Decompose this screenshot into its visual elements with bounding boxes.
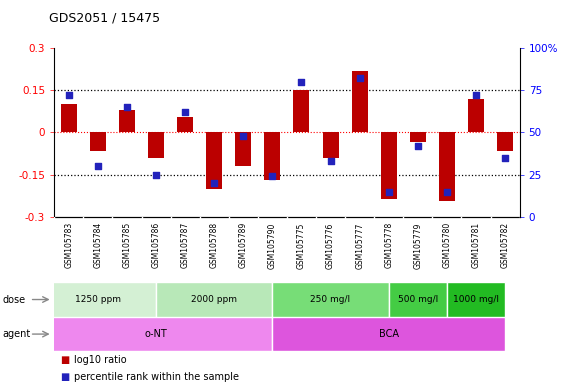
Text: 1250 ppm: 1250 ppm [75,295,121,304]
Bar [410,132,426,142]
Bar [381,132,397,199]
Text: GSM105778: GSM105778 [384,222,393,268]
Point [239,133,248,139]
Point [151,172,160,178]
Text: 500 mg/l: 500 mg/l [397,295,438,304]
Text: GSM105787: GSM105787 [180,222,190,268]
Text: 250 mg/l: 250 mg/l [311,295,351,304]
Point [472,92,481,98]
Text: dose: dose [3,295,26,305]
Text: 2000 ppm: 2000 ppm [191,295,237,304]
Text: GSM105788: GSM105788 [210,222,219,268]
Text: GSM105776: GSM105776 [326,222,335,268]
Point [210,180,219,186]
Text: agent: agent [3,329,31,339]
Text: GSM105789: GSM105789 [239,222,248,268]
Bar [293,90,309,132]
Text: GSM105775: GSM105775 [297,222,306,268]
Text: percentile rank within the sample: percentile rank within the sample [74,372,239,382]
Text: GSM105784: GSM105784 [94,222,102,268]
Text: GSM105779: GSM105779 [413,222,423,268]
Text: o-NT: o-NT [144,329,167,339]
Point [180,109,190,115]
Bar [439,132,455,202]
Bar [352,71,368,132]
Point [413,143,423,149]
Text: GSM105782: GSM105782 [501,222,509,268]
Bar [323,132,339,158]
Bar [40,282,156,317]
Bar [468,99,484,132]
Text: GSM105790: GSM105790 [268,222,277,268]
Text: log10 ratio: log10 ratio [74,355,127,365]
Bar [272,282,389,317]
Bar [497,132,513,151]
Bar [40,317,272,351]
Bar [389,282,447,317]
Point [122,104,131,110]
Point [326,158,335,164]
Text: GSM105786: GSM105786 [151,222,160,268]
Bar [148,132,164,158]
Point [64,92,73,98]
Bar [90,132,106,151]
Point [297,79,306,85]
Point [268,173,277,179]
Text: GDS2051 / 15475: GDS2051 / 15475 [49,12,160,25]
Text: BCA: BCA [379,329,399,339]
Point [501,155,510,161]
Text: ■: ■ [60,372,69,382]
Bar [156,282,272,317]
Bar [206,132,222,189]
Text: GSM105777: GSM105777 [355,222,364,268]
Bar [235,132,251,166]
Bar [119,110,135,132]
Text: 1000 mg/l: 1000 mg/l [453,295,499,304]
Bar [272,317,505,351]
Point [355,75,364,81]
Bar [177,117,193,132]
Text: ■: ■ [60,355,69,365]
Text: GSM105783: GSM105783 [65,222,73,268]
Point [443,189,452,195]
Bar [447,282,505,317]
Text: GSM105781: GSM105781 [472,222,480,268]
Text: GSM105780: GSM105780 [443,222,452,268]
Text: GSM105785: GSM105785 [122,222,131,268]
Bar [61,104,77,132]
Point [384,189,393,195]
Bar [264,132,280,180]
Point [93,163,102,169]
